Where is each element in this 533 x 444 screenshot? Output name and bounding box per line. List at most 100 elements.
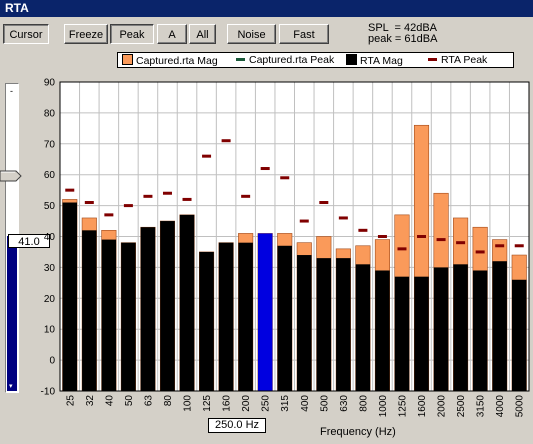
slider-value-readout: 41.0 [8,234,50,248]
rta-peak-marker [397,247,407,251]
y-tick-label: 60 [44,170,56,181]
legend-item-rta-peak: RTA Peak [428,54,487,67]
x-tick-label: 63 [143,395,154,407]
rta-mag-bar [160,221,175,391]
x-tick-label: 2000 [437,395,448,418]
x-tick-label: 125 [202,395,213,412]
x-tick-label: 500 [319,395,330,412]
plot-border [59,81,530,392]
rta-peak-marker [377,235,387,238]
rta-peak-marker [319,201,329,205]
rta-mag-bar [101,239,117,391]
cursor-frequency-display: 250.0 Hz [208,418,266,433]
cursor-button[interactable]: Cursor [3,24,49,44]
rta-mag-bar [179,214,195,391]
rta-peak-marker [84,201,94,205]
x-tick-label: 25 [65,395,76,407]
x-tick-label: 160 [222,395,233,412]
rta-peak-marker [338,216,348,220]
rta-mag-bar [414,276,429,391]
rta-peak-marker [514,244,524,248]
rta-mag-bar [297,255,312,391]
level-slider-fill [7,236,17,391]
rta-mag-bar [82,230,97,391]
x-tick-label: 2500 [456,395,467,418]
spl-value: SPL = 42dBA [368,22,438,34]
a-weighting-button[interactable]: A [157,24,187,44]
rta-mag-bar [218,242,234,391]
slider-bottom-marker: ▾ [9,383,13,390]
x-tick-label: 315 [280,395,291,412]
y-tick-label: 50 [44,201,56,212]
legend-item-rta-mag: RTA Mag [346,54,403,67]
y-tick-label: 30 [44,263,56,274]
rta-peak-marker [123,204,133,208]
rta-mag-bar [238,242,253,391]
rta-peak-marker [456,241,466,245]
rta-peak-marker [65,188,75,192]
rta-mag-bar [277,245,292,391]
rta-peak-marker [495,244,505,248]
rta-peak-marker [436,238,446,242]
x-tick-label: 1000 [378,395,389,418]
rta-peak-marker [182,197,192,201]
rta-peak-marker [417,235,427,238]
rta-mag-bar-selected [257,233,273,391]
noise-button[interactable]: Noise [227,24,276,44]
x-axis-label: Frequency (Hz) [320,426,396,438]
rta-peak-marker [221,139,231,143]
rta-mag-bar [492,261,507,391]
fast-button[interactable]: Fast [279,24,329,44]
x-tick-label: 800 [358,395,369,412]
chart-legend: Captured.rta Mag Captured.rta Peak RTA M… [117,52,514,68]
rta-peak-marker [358,228,368,232]
slider-top-marker: - [10,86,13,96]
legend-item-captured-peak: Captured.rta Peak [236,54,334,67]
legend-swatch-captured-mag [122,54,133,65]
rta-mag-bar [511,279,527,391]
window-titlebar: RTA [0,0,533,17]
x-tick-label: 32 [85,395,96,407]
legend-label-rta-peak: RTA Peak [441,54,488,66]
spl-readout: SPL = 42dBA peak = 61dBA [368,23,437,45]
rta-mag-bar [394,276,410,391]
y-tick-label: 80 [44,108,56,119]
y-tick-label: 90 [44,78,56,89]
y-tick-label: 70 [44,139,56,150]
freeze-button[interactable]: Freeze [64,24,108,44]
rta-mag-bar [62,202,78,391]
rta-peak-marker [162,191,172,195]
peak-button[interactable]: Peak [110,24,154,44]
x-tick-label: 250 [261,395,272,412]
x-tick-label: 50 [124,395,135,407]
legend-label-captured-mag: Captured.rta Mag [136,55,218,67]
x-tick-label: 80 [163,395,174,407]
x-tick-label: 4000 [495,395,506,418]
rta-mag-bar [199,251,214,391]
rta-mag-bar [453,264,468,391]
window-title: RTA [5,1,29,15]
x-tick-label: 3150 [476,395,487,418]
rta-peak-marker [299,219,309,223]
x-tick-label: 5000 [515,395,526,418]
y-tick-label: -10 [41,387,56,398]
x-tick-label: 100 [183,395,194,412]
legend-item-captured-mag: Captured.rta Mag [122,54,218,67]
y-tick-label: 40 [44,232,56,243]
x-tick-label: 40 [104,395,115,407]
x-tick-label: 200 [241,395,252,412]
x-tick-label: 400 [300,395,311,412]
rta-peak-marker [280,176,290,180]
legend-swatch-captured-peak [236,58,245,61]
level-slider-thumb[interactable] [0,170,22,182]
all-button[interactable]: All [189,24,216,44]
rta-peak-marker [202,154,212,158]
rta-peak-marker [475,250,485,254]
legend-label-captured-peak: Captured.rta Peak [249,54,335,66]
rta-peak-marker [104,213,114,217]
x-tick-label: 630 [339,395,350,412]
x-tick-label: 1600 [417,395,428,418]
legend-label-rta-mag: RTA Mag [360,55,403,67]
legend-swatch-rta-mag [346,54,357,65]
